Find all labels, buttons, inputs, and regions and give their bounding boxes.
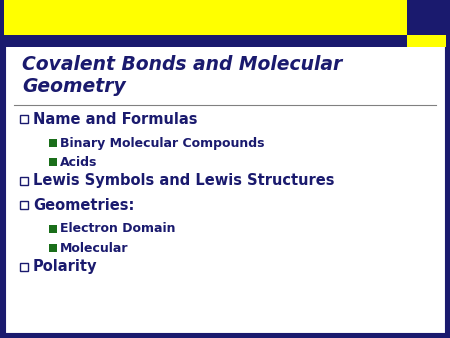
Bar [20,263,28,271]
Bar [49,158,57,166]
Bar [20,177,28,185]
Text: Lewis Symbols and Lewis Structures: Lewis Symbols and Lewis Structures [33,173,334,189]
Text: Binary Molecular Compounds: Binary Molecular Compounds [60,137,265,149]
Bar [20,201,28,209]
Text: Covalent Bonds and Molecular: Covalent Bonds and Molecular [22,55,342,74]
Text: Molecular: Molecular [60,241,129,255]
Bar [20,115,28,123]
Text: Geometry: Geometry [22,77,126,96]
Text: Name and Formulas: Name and Formulas [33,112,198,126]
Bar [49,139,57,147]
Bar [49,244,57,252]
Bar [4,35,446,47]
Bar [407,35,446,47]
Text: Polarity: Polarity [33,260,98,274]
Bar [4,0,446,35]
Bar [49,225,57,233]
Bar [407,0,446,35]
Text: Geometries:: Geometries: [33,197,135,213]
Text: Electron Domain: Electron Domain [60,222,176,236]
Text: Acids: Acids [60,155,97,169]
